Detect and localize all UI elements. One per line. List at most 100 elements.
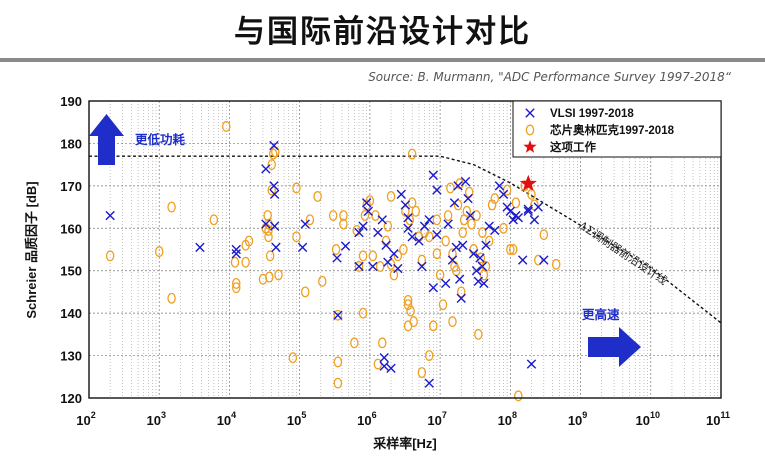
chinese-point	[274, 269, 283, 281]
vlsi-point	[407, 232, 417, 242]
vlsi-point	[523, 206, 533, 217]
vlsi-point	[471, 266, 482, 276]
x-axis-label: 采样率[Hz]	[372, 436, 437, 451]
chinese-point	[448, 316, 457, 328]
chinese-point	[462, 205, 472, 217]
vlsi-point	[396, 189, 406, 200]
chinese-point	[457, 286, 466, 298]
chinese-point	[354, 261, 364, 272]
vlsi-point	[533, 202, 543, 212]
this-work-point	[519, 174, 537, 191]
chinese-point	[484, 235, 494, 247]
vlsi-point	[529, 215, 540, 225]
chinese-point	[446, 182, 455, 194]
chinese-point	[386, 191, 396, 202]
chinese-point	[241, 256, 250, 268]
vlsi-point	[432, 185, 442, 195]
vlsi-point	[417, 261, 427, 272]
chinese-point	[407, 148, 417, 160]
vlsi-point	[424, 215, 434, 225]
vlsi-point	[432, 229, 442, 240]
vlsi-point	[333, 310, 343, 320]
vlsi-point	[453, 181, 463, 191]
chinese-point	[487, 199, 497, 211]
chinese-point	[499, 222, 508, 234]
vlsi-point	[505, 206, 516, 217]
x-tick-label: 103	[146, 410, 165, 428]
chinese-point	[300, 286, 310, 298]
chinese-point	[511, 197, 521, 209]
chinese-point	[333, 377, 343, 389]
chinese-point	[167, 201, 176, 213]
vlsi-point	[379, 361, 389, 371]
chinese-point	[264, 224, 273, 236]
vlsi-point	[414, 236, 424, 246]
chinese-point	[333, 356, 343, 368]
legend-chinese-icon	[525, 124, 535, 136]
higher-precision-arrow-icon	[89, 114, 124, 165]
y-tick-label: 150	[60, 264, 82, 279]
vlsi-point	[513, 212, 524, 223]
source-citation: Source: B. Murmann, "ADC Performance Sur…	[368, 70, 731, 84]
legend-vlsi-icon	[525, 108, 535, 118]
chinese-point	[409, 316, 418, 328]
chinese-point	[458, 227, 467, 238]
chinese-point	[551, 258, 561, 270]
vlsi-point	[508, 215, 518, 225]
y-tick-label: 120	[60, 391, 82, 406]
vlsi-point	[458, 240, 468, 250]
chinese-point	[411, 205, 421, 217]
vlsi-point	[386, 363, 396, 373]
vlsi-point	[358, 221, 368, 231]
vlsi-point	[428, 170, 439, 180]
chinese-point	[318, 275, 327, 287]
vlsi-point	[449, 198, 460, 208]
y-tick-label: 190	[60, 94, 82, 109]
vlsi-point	[231, 244, 241, 255]
vlsi-point	[463, 193, 473, 204]
chinese-point	[474, 328, 483, 340]
vlsi-point	[419, 221, 430, 231]
vlsi-point	[269, 181, 279, 191]
chinese-point	[432, 214, 442, 226]
chinese-point	[401, 205, 410, 217]
legend: VLSI 1997-2018 芯片奥林匹克1997-2018 这项工作	[512, 100, 722, 158]
vlsi-point	[443, 219, 453, 229]
x-tick-label: 1010	[636, 410, 660, 428]
chinese-point	[288, 352, 298, 364]
chinese-point	[209, 214, 219, 226]
chinese-point	[417, 367, 427, 378]
vlsi-point	[368, 261, 378, 272]
chinese-point	[358, 307, 368, 319]
x-tick-label: 108	[498, 410, 517, 428]
chinese-point	[393, 250, 403, 262]
chinese-point	[407, 197, 417, 209]
x-tick-label: 109	[568, 410, 587, 428]
chinese-point	[403, 294, 413, 306]
chinese-point	[350, 337, 359, 349]
vlsi-point	[440, 278, 451, 289]
chinese-point	[263, 210, 272, 222]
chinese-point	[264, 231, 273, 243]
chinese-point	[244, 235, 254, 247]
slide-title: 与国际前沿设计对比	[234, 14, 531, 50]
vlsi-point	[269, 221, 280, 231]
x-tick-label: 107	[427, 410, 446, 428]
vlsi-point	[498, 189, 509, 200]
vlsi-point	[490, 225, 500, 236]
vlsi-point	[502, 202, 512, 212]
vlsi-point	[271, 242, 281, 253]
chinese-point	[358, 250, 368, 262]
chinese-point	[508, 244, 518, 255]
higher-speed-label: 更高速	[582, 307, 620, 322]
plot-frame	[88, 100, 722, 399]
vlsi-point	[475, 253, 485, 263]
legend-label-this-work: 这项工作	[550, 140, 596, 154]
chinese-point	[339, 210, 348, 222]
chinese-point	[265, 271, 274, 283]
vlsi-point	[354, 261, 364, 272]
chinese-point	[539, 229, 549, 241]
chinese-point	[534, 254, 543, 266]
chinese-point	[514, 390, 523, 402]
vlsi-point	[363, 206, 374, 217]
